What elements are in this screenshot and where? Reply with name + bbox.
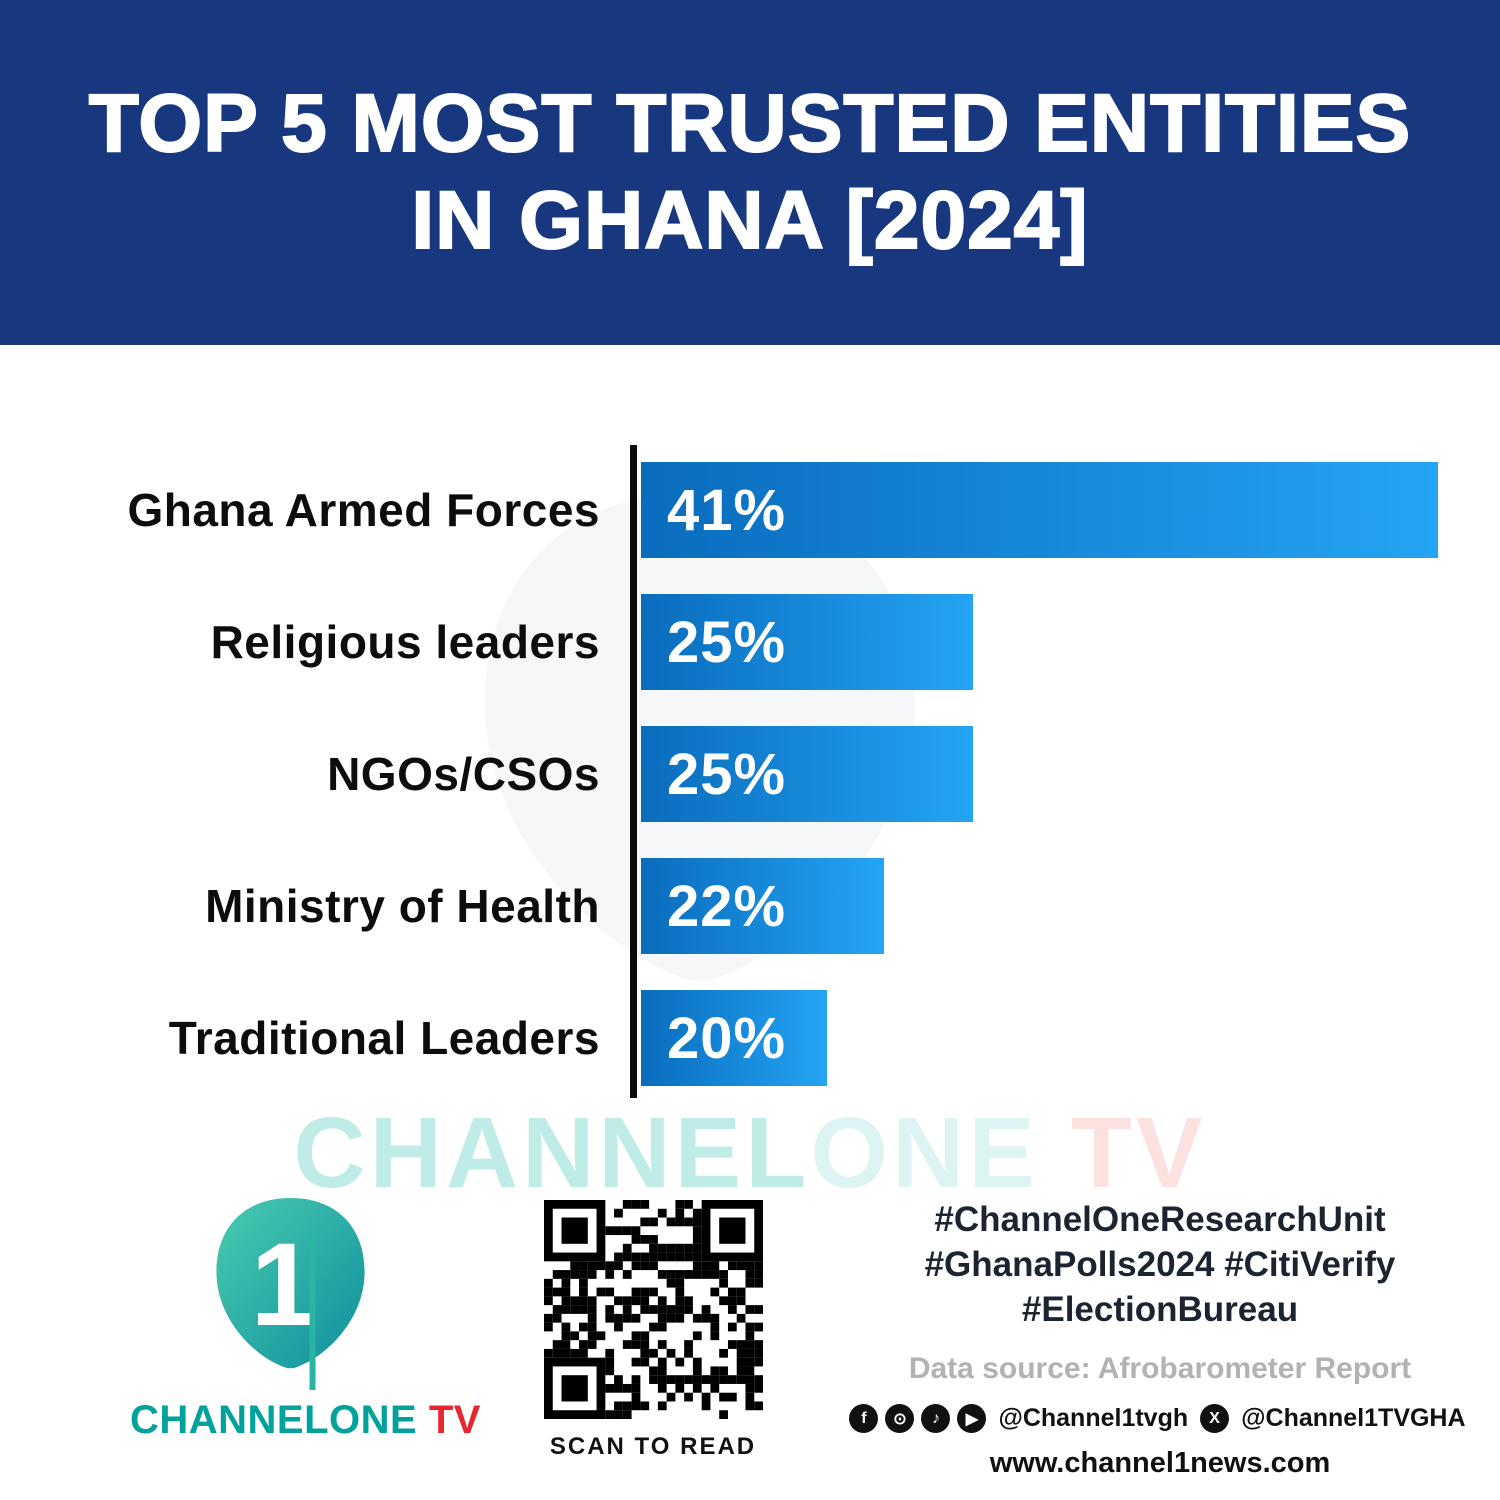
category-label: Ministry of Health — [205, 880, 600, 932]
chart-row: NGOs/CSOs 25% — [0, 726, 1500, 822]
brand-name: CHANNELONE TV — [130, 1398, 480, 1443]
category-label: Ghana Armed Forces — [127, 484, 600, 536]
hashtags: #ChannelOneResearchUnit #GhanaPolls2024 #… — [870, 1198, 1450, 1332]
chart-row: Traditional Leaders 20% — [0, 990, 1500, 1086]
tiktok-icon[interactable]: ♪ — [921, 1404, 951, 1434]
channel-one-logo-icon: 1 — [215, 1198, 365, 1390]
category-label: Traditional Leaders — [168, 1012, 600, 1064]
brand-name-primary: CHANNELONE — [130, 1398, 418, 1442]
header-banner: TOP 5 MOST TRUSTED ENTITIES IN GHANA [20… — [0, 0, 1500, 345]
hashtag-line: #ChannelOneResearchUnit — [934, 1200, 1386, 1239]
category-label: NGOs/CSOs — [327, 748, 600, 800]
qr-label: SCAN TO READ — [549, 1433, 757, 1460]
bar-chart: Ghana Armed Forces 41% Religious leaders 25… — [0, 445, 1500, 1105]
page-title-line1: TOP 5 MOST TRUSTED ENTITIES — [88, 77, 1412, 170]
footer-info-block: #ChannelOneResearchUnit #GhanaPolls2024 #… — [849, 1198, 1466, 1480]
chart-axis-line — [630, 445, 637, 1098]
bar-value-label: 25% — [667, 609, 787, 675]
chart-row: Ghana Armed Forces 41% — [0, 462, 1500, 558]
page-title-line2: IN GHANA [2024] — [410, 174, 1089, 267]
bar: 25% — [641, 726, 973, 822]
chart-row: Religious leaders 25% — [0, 594, 1500, 690]
bar-value-label: 20% — [667, 1005, 787, 1071]
bar: 20% — [641, 990, 827, 1086]
bar: 22% — [641, 858, 884, 954]
page-title: TOP 5 MOST TRUSTED ENTITIES IN GHANA [20… — [88, 76, 1412, 270]
brand-name-secondary: TV — [417, 1398, 481, 1442]
brand-watermark-part1: CHANNEL — [293, 1097, 811, 1209]
brand-watermark: CHANNELONE TV — [0, 1096, 1500, 1211]
social-handle-x: @Channel1TVGHA — [1241, 1404, 1466, 1433]
bar: 25% — [641, 594, 973, 690]
logo-numeral: 1 — [250, 1219, 316, 1351]
category-label: Religious leaders — [210, 616, 600, 668]
hashtag-line: #ElectionBureau — [1021, 1289, 1299, 1329]
social-row: f ⊙ ♪ ▶ @Channel1tvgh X @Channel1TVGHA — [849, 1404, 1466, 1434]
qr-block: SCAN TO READ — [543, 1200, 763, 1461]
bar: 41% — [641, 462, 1438, 558]
bar-value-label: 41% — [667, 477, 787, 543]
brand-watermark-part3: TV — [1039, 1097, 1207, 1209]
instagram-icon[interactable]: ⊙ — [885, 1404, 915, 1434]
hashtag-line: #GhanaPolls2024 #CitiVerify — [924, 1244, 1396, 1284]
chart-row: Ministry of Health 22% — [0, 858, 1500, 954]
youtube-icon[interactable]: ▶ — [957, 1404, 987, 1434]
data-source-label: Data source: Afrobarometer Report — [908, 1352, 1412, 1386]
facebook-icon[interactable]: f — [849, 1404, 879, 1434]
bar-value-label: 25% — [667, 741, 787, 807]
qr-code — [543, 1200, 763, 1419]
brand-watermark-part2: ONE — [810, 1097, 1039, 1209]
website-url: www.channel1news.com — [989, 1447, 1331, 1480]
channel-one-logo-block: 1 CHANNELONE TV — [130, 1192, 480, 1443]
bar-value-label: 22% — [667, 873, 787, 939]
social-handle-primary: @Channel1tvgh — [998, 1404, 1189, 1433]
x-icon[interactable]: X — [1200, 1404, 1230, 1434]
